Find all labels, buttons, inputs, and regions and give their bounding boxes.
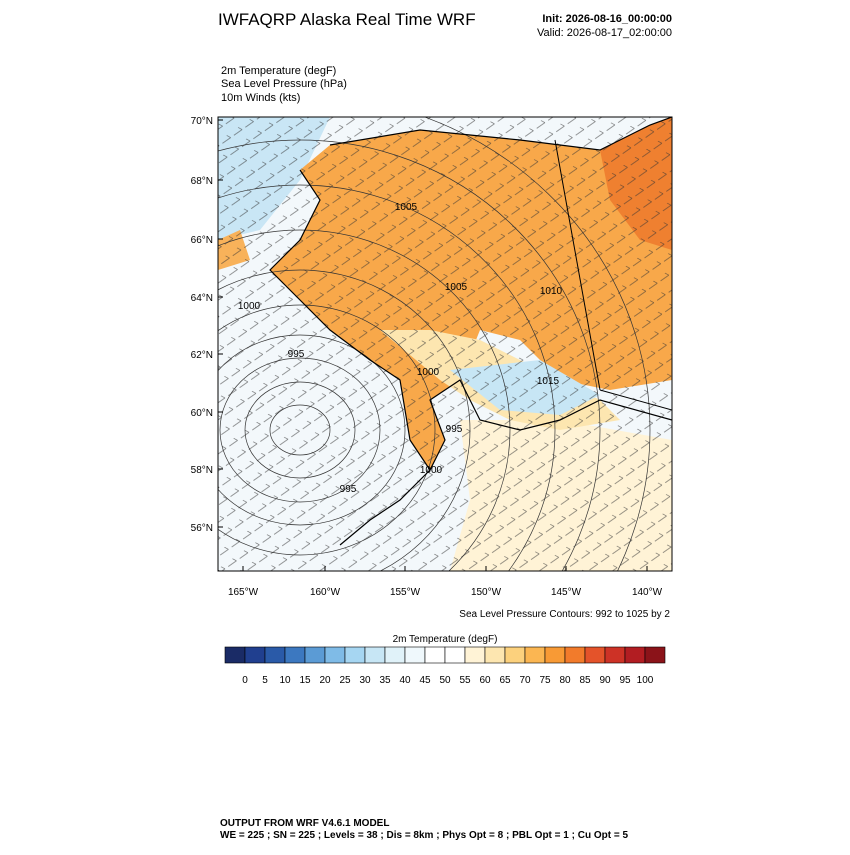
contour-label: 1015 [537, 376, 560, 387]
isobars [218, 117, 651, 571]
contour-label: 995 [288, 349, 305, 360]
colorbar-tick-label: 40 [399, 675, 411, 686]
lat-label: 70°N [191, 116, 213, 127]
colorbar-box [544, 646, 566, 664]
colorbar-tick-label: 25 [339, 675, 351, 686]
lat-label: 62°N [191, 350, 213, 361]
colorbar-box [564, 646, 586, 664]
colorbar-box [484, 646, 506, 664]
colorbar-tick-label: 95 [619, 675, 631, 686]
footer-line: OUTPUT FROM WRF V4.6.1 MODEL [220, 818, 389, 829]
colorbar-tick-label: 90 [599, 675, 611, 686]
footer-line: WE = 225 ; SN = 225 ; Levels = 38 ; Dis … [220, 830, 628, 841]
colorbar-box [624, 646, 646, 664]
wind-barbs [218, 117, 672, 571]
coastline [329, 117, 672, 151]
colorbar-tick-label: 85 [579, 675, 591, 686]
colorbar-tick-label: 5 [262, 675, 268, 686]
colorbar-tick-label: 0 [242, 675, 248, 686]
field-label: Sea Level Pressure (hPa) [221, 78, 347, 90]
lon-label: 160°W [310, 587, 341, 598]
colorbar-box [404, 646, 426, 664]
contour-label: 1010 [540, 286, 563, 297]
colorbar-tick-label: 100 [637, 675, 654, 686]
colorbar-box [284, 646, 306, 664]
lat-label: 60°N [191, 408, 213, 419]
contour-label: 1005 [395, 202, 418, 213]
colorbar-box [644, 646, 666, 664]
map [218, 117, 672, 571]
coastline [269, 169, 672, 472]
lon-label: 140°W [632, 587, 663, 598]
colorbar-box [584, 646, 606, 664]
title: IWFAQRP Alaska Real Time WRF [218, 10, 476, 29]
contour-label: 995 [340, 484, 357, 495]
colorbar-box [224, 646, 246, 664]
colorbar-box [324, 646, 346, 664]
lat-label: 64°N [191, 293, 213, 304]
lon-label: 145°W [551, 587, 582, 598]
colorbar-tick-label: 10 [279, 675, 291, 686]
colorbar-tick-label: 35 [379, 675, 391, 686]
colorbar-box [524, 646, 546, 664]
colorbar-tick-label: 75 [539, 675, 551, 686]
lat-label: 56°N [191, 523, 213, 534]
colorbar-tick-label: 15 [299, 675, 311, 686]
valid-time: Valid: 2026-08-17_02:00:00 [537, 27, 672, 39]
contour-label: 1000 [417, 367, 440, 378]
colorbar-box [304, 646, 326, 664]
colorbar-box [264, 646, 286, 664]
colorbar-tick-label: 80 [559, 675, 571, 686]
border [599, 389, 672, 411]
colorbar-tick-label: 65 [499, 675, 511, 686]
colorbar-box [344, 646, 366, 664]
contour-label: 1000 [238, 301, 261, 312]
lon-label: 155°W [390, 587, 421, 598]
colorbar-tick-label: 70 [519, 675, 531, 686]
contour-label: 995 [446, 424, 463, 435]
map-frame [217, 116, 673, 572]
colorbar-tick-label: 60 [479, 675, 491, 686]
contour-label: 1005 [445, 282, 468, 293]
colorbar-box [384, 646, 406, 664]
contour-label: 1000 [420, 465, 443, 476]
contour-labels: 1005 1005 1010 1000 995 1000 1015 995 10… [238, 202, 563, 495]
colorbar-box [364, 646, 386, 664]
colorbar-tick-label: 55 [459, 675, 471, 686]
colorbar-tick-label: 30 [359, 675, 371, 686]
lon-label: 150°W [471, 587, 502, 598]
field-label: 10m Winds (kts) [221, 92, 300, 104]
field-label: 2m Temperature (degF) [221, 65, 336, 77]
colorbar-box [504, 646, 526, 664]
init-time: Init: 2026-08-16_00:00:00 [542, 13, 672, 25]
lat-label: 58°N [191, 465, 213, 476]
colorbar-title: 2m Temperature (degF) [393, 634, 498, 645]
lon-label: 165°W [228, 587, 259, 598]
colorbar-box [604, 646, 626, 664]
colorbar: 0 5 10 15 20 25 30 35 40 45 50 55 60 65 70 75 80 85 90 95 10… [224, 646, 666, 686]
border [554, 139, 601, 391]
colorbar-tick-label: 50 [439, 675, 451, 686]
lat-label: 68°N [191, 176, 213, 187]
colorbar-box [244, 646, 266, 664]
colorbar-tick-label: 45 [419, 675, 431, 686]
colorbar-tick-label: 20 [319, 675, 331, 686]
colorbar-box [444, 646, 466, 664]
peninsula [339, 469, 431, 546]
lat-label: 66°N [191, 235, 213, 246]
colorbar-box [424, 646, 446, 664]
contour-note: Sea Level Pressure Contours: 992 to 1025… [459, 609, 670, 620]
colorbar-box [464, 646, 486, 664]
